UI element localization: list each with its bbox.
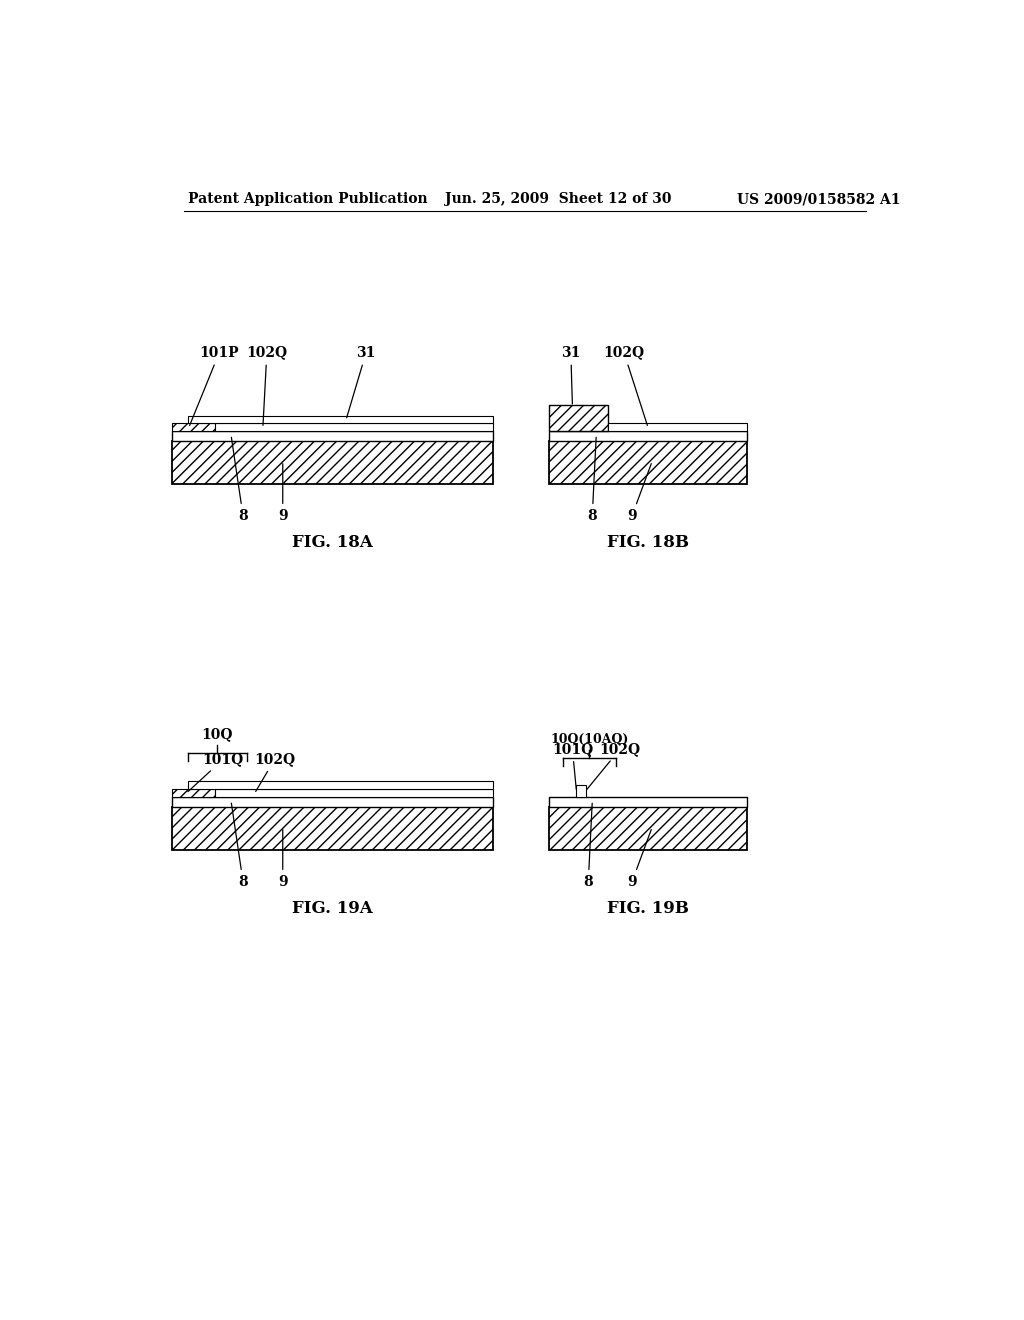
Bar [172, 788, 215, 797]
Bar [549, 797, 748, 807]
Bar [577, 784, 586, 797]
Text: FIG. 18A: FIG. 18A [292, 535, 373, 552]
Text: 9: 9 [278, 829, 288, 888]
Bar [172, 422, 215, 430]
Bar [172, 441, 494, 483]
Text: 101Q: 101Q [188, 752, 244, 792]
Text: FIG. 18B: FIG. 18B [607, 535, 689, 552]
Text: 31: 31 [347, 346, 376, 417]
Bar [215, 788, 494, 797]
Bar [172, 797, 494, 807]
Text: FIG. 19B: FIG. 19B [607, 900, 689, 917]
Text: 9: 9 [627, 463, 651, 523]
Bar [172, 807, 494, 850]
Text: Patent Application Publication: Patent Application Publication [187, 191, 427, 206]
Text: US 2009/0158582 A1: US 2009/0158582 A1 [736, 191, 900, 206]
Bar [608, 422, 748, 430]
Bar [187, 781, 494, 788]
Text: 9: 9 [627, 829, 651, 888]
Text: 8: 8 [231, 437, 248, 523]
Text: FIG. 19A: FIG. 19A [293, 900, 373, 917]
Text: 8: 8 [584, 803, 593, 888]
Text: 10Q(10AQ): 10Q(10AQ) [550, 733, 629, 746]
Bar [549, 430, 748, 441]
Text: 8: 8 [588, 437, 597, 523]
Text: 102Q: 102Q [603, 346, 647, 425]
Bar [172, 430, 494, 441]
Bar [549, 807, 748, 850]
Text: 10Q: 10Q [202, 727, 233, 741]
Text: 31: 31 [561, 346, 581, 404]
Text: 101P: 101P [189, 346, 239, 425]
Text: 8: 8 [231, 803, 248, 888]
Text: 102Q: 102Q [254, 752, 295, 792]
Bar [549, 405, 608, 430]
Bar [215, 422, 494, 430]
Text: 9: 9 [278, 463, 288, 523]
Text: 102Q: 102Q [587, 742, 641, 789]
Bar [549, 441, 748, 483]
Bar [187, 416, 494, 422]
Text: Jun. 25, 2009  Sheet 12 of 30: Jun. 25, 2009 Sheet 12 of 30 [445, 191, 672, 206]
Text: 101Q: 101Q [552, 742, 593, 789]
Text: 102Q: 102Q [247, 346, 288, 425]
